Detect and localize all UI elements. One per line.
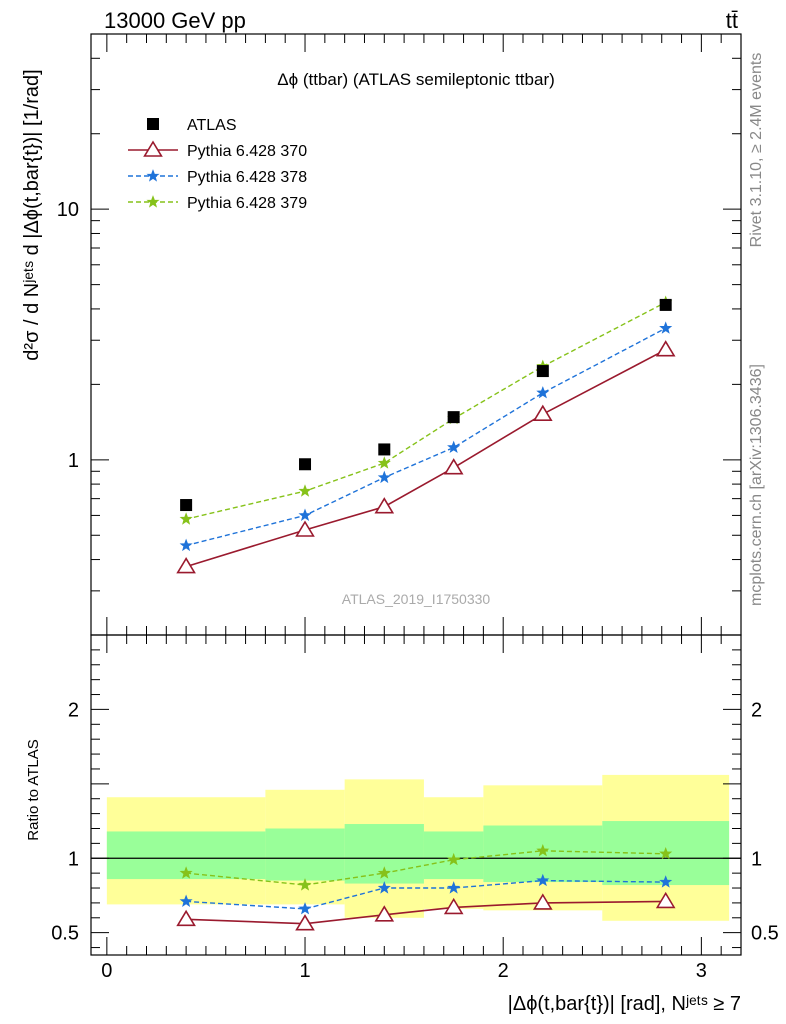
main-point-data [299,458,312,471]
ratio-y-axis-label: Ratio to ATLAS [25,739,42,840]
main-point-p379 [298,484,312,497]
main-point-p378 [377,470,391,484]
ratio-point-p370 [655,891,676,909]
legend-marker-p378 [146,169,160,182]
rivet-label: Rivet 3.1.10, ≥ 2.4M events [748,53,765,248]
legend-label-data: ATLAS [187,117,237,134]
main-point-p370 [374,497,395,514]
ratio-axes-layer: 0.5 0.5 1 1 2 2 0 1 2 3 [51,634,779,982]
ratio-inner-band [265,828,345,881]
main-point-p378 [179,538,193,552]
ratio-y-tick-label: 1 [68,848,79,870]
main-point-data [659,298,672,311]
ratio-point-p370 [295,914,315,931]
ratio-line-p370 [186,900,666,925]
ratio-point-p379 [447,852,461,866]
legend-marker-p379 [146,195,160,208]
watermark: ATLAS_2019_I1750330 [342,591,491,607]
ratio-inner-band [483,825,603,883]
ratio-line-p378 [186,879,666,910]
main-point-data [536,365,549,378]
main-point-data [180,499,193,512]
ratio-point-p370 [176,909,196,927]
main-title: Δϕ (ttbar) (ATLAS semileptonic ttbar) [277,70,555,89]
ratio-point-p378 [536,873,550,887]
ratio-y-tick-label-right: 1 [751,848,762,870]
ratio-panel-frame [90,634,742,956]
main-line-p378 [185,327,667,547]
x-tick-label: 2 [498,960,509,982]
main-y-tick-label: 10 [57,199,79,221]
main-point-p379 [377,456,391,469]
main-point-p378 [659,321,673,334]
main-series-layer [176,295,676,574]
main-line-p370 [185,348,667,568]
energy-label: 13000 GeV pp [104,8,246,33]
main-point-data [378,443,391,456]
ratio-point-p379 [659,846,673,860]
legend: ATLAS Pythia 6.428 370 Pythia 6.428 378 Pyt… [128,117,307,212]
legend-marker-p370 [143,140,163,157]
ratio-y-tick-label: 2 [68,699,79,721]
ratio-point-p378 [298,902,312,915]
ratio-point-p370 [532,893,553,910]
ratio-point-p379 [298,878,312,891]
main-point-data [447,411,460,424]
x-tick-label: 3 [696,960,707,982]
x-tick-label: 1 [299,960,310,982]
ratio-y-tick-label: 0.5 [51,923,79,945]
main-point-p370 [655,340,676,357]
ratio-point-p379 [536,843,550,857]
main-y-axis-label: d²σ / d Nʲᵉᵗˢ d |Δϕ(t,bar{t})| [1/rad] [21,69,43,360]
main-axes-layer: 1 10 [57,33,742,636]
main-point-p370 [176,557,196,574]
main-point-p370 [295,520,315,537]
ratio-point-p370 [443,897,464,915]
main-y-tick-label: 1 [68,450,79,472]
ratio-y-tick-label-right: 0.5 [751,923,779,945]
main-point-p379 [179,512,193,525]
legend-marker-data [147,118,159,130]
x-axis-label: |Δϕ(t,bar{t})| [rad], Nʲᵉᵗˢ ≥ 7 [508,993,741,1015]
main-line-p379 [185,301,667,520]
ratio-line-p379 [186,850,666,886]
legend-label-p370: Pythia 6.428 370 [187,143,307,160]
ratio-y-tick-label-right: 2 [751,699,762,721]
ratio-panel-bands [91,774,741,921]
ratio-point-p378 [179,894,193,908]
main-point-p370 [532,404,553,422]
ratio-point-p379 [179,866,193,879]
main-point-p378 [536,386,550,399]
main-point-p370 [443,458,464,475]
process-label: tt̄ [726,8,738,33]
ratio-point-p378 [659,875,673,888]
ratio-point-p379 [377,866,391,879]
ratio-point-p378 [377,881,391,894]
main-point-p378 [447,440,461,454]
x-tick-label: 0 [101,960,112,982]
main-point-p378 [298,508,312,522]
ratio-series-layer [176,843,676,931]
mcplots-label: mcplots.cern.ch [arXiv:1306.3436] [748,364,765,606]
legend-label-p379: Pythia 6.428 379 [187,195,307,212]
ratio-point-p378 [447,881,461,894]
ratio-point-p370 [374,905,395,922]
legend-label-p378: Pythia 6.428 378 [187,169,307,186]
